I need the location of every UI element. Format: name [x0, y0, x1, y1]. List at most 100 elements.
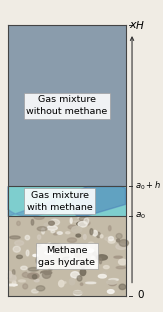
Polygon shape — [8, 187, 55, 216]
Ellipse shape — [74, 290, 82, 295]
Ellipse shape — [114, 256, 122, 258]
Ellipse shape — [53, 233, 58, 235]
Ellipse shape — [98, 275, 106, 278]
Ellipse shape — [7, 284, 17, 286]
Ellipse shape — [72, 253, 81, 258]
Ellipse shape — [72, 227, 82, 232]
Ellipse shape — [28, 273, 39, 279]
Ellipse shape — [36, 286, 45, 291]
Ellipse shape — [37, 227, 47, 231]
Text: $a_0 + h$: $a_0 + h$ — [135, 180, 161, 192]
Ellipse shape — [79, 220, 90, 226]
Ellipse shape — [59, 280, 64, 287]
Ellipse shape — [51, 230, 55, 233]
Ellipse shape — [62, 257, 73, 262]
Ellipse shape — [96, 245, 98, 250]
Ellipse shape — [50, 219, 59, 225]
Ellipse shape — [70, 246, 76, 251]
Ellipse shape — [34, 279, 39, 282]
Ellipse shape — [104, 266, 109, 269]
Ellipse shape — [17, 255, 22, 259]
Text: $a_0$: $a_0$ — [135, 211, 146, 221]
Text: $0$: $0$ — [137, 288, 145, 300]
Ellipse shape — [83, 247, 91, 249]
Ellipse shape — [51, 266, 59, 269]
Ellipse shape — [99, 258, 102, 264]
Ellipse shape — [57, 232, 62, 234]
Ellipse shape — [77, 275, 82, 281]
Text: $H$: $H$ — [135, 19, 145, 31]
Ellipse shape — [105, 237, 114, 241]
Ellipse shape — [18, 280, 25, 282]
Ellipse shape — [63, 282, 66, 283]
Ellipse shape — [96, 255, 107, 260]
Ellipse shape — [109, 279, 119, 281]
Ellipse shape — [42, 228, 44, 234]
Ellipse shape — [41, 274, 44, 278]
Ellipse shape — [96, 232, 100, 238]
Ellipse shape — [54, 261, 61, 264]
Ellipse shape — [45, 251, 53, 254]
Ellipse shape — [117, 239, 120, 242]
Ellipse shape — [44, 223, 51, 227]
Bar — [8, 25, 126, 187]
Ellipse shape — [26, 250, 29, 256]
Ellipse shape — [119, 284, 126, 290]
Ellipse shape — [108, 240, 119, 244]
Ellipse shape — [17, 221, 20, 226]
Ellipse shape — [109, 236, 113, 241]
Ellipse shape — [80, 283, 83, 285]
Ellipse shape — [44, 261, 47, 267]
Ellipse shape — [78, 215, 83, 220]
Ellipse shape — [47, 226, 57, 230]
Ellipse shape — [80, 269, 86, 275]
Text: Gas mixture
without methane: Gas mixture without methane — [26, 95, 107, 116]
Ellipse shape — [108, 240, 115, 243]
Ellipse shape — [77, 222, 87, 226]
Ellipse shape — [116, 244, 127, 249]
Ellipse shape — [119, 259, 126, 265]
Ellipse shape — [41, 271, 52, 275]
Ellipse shape — [73, 291, 83, 294]
Ellipse shape — [119, 240, 128, 246]
Ellipse shape — [70, 218, 72, 223]
Ellipse shape — [53, 245, 63, 251]
Ellipse shape — [23, 284, 28, 289]
Ellipse shape — [67, 238, 76, 242]
Text: Methane
gas hydrate: Methane gas hydrate — [38, 246, 95, 267]
Ellipse shape — [90, 256, 95, 260]
Ellipse shape — [47, 243, 52, 247]
Ellipse shape — [109, 281, 116, 286]
Ellipse shape — [83, 235, 86, 239]
Ellipse shape — [27, 269, 31, 273]
Ellipse shape — [37, 244, 40, 247]
Ellipse shape — [22, 272, 32, 278]
Ellipse shape — [37, 235, 41, 239]
Ellipse shape — [116, 233, 122, 239]
Ellipse shape — [74, 221, 84, 222]
Ellipse shape — [60, 247, 65, 251]
Ellipse shape — [37, 262, 44, 268]
Ellipse shape — [82, 259, 93, 266]
Ellipse shape — [79, 217, 87, 221]
Ellipse shape — [83, 249, 94, 252]
Ellipse shape — [48, 243, 58, 247]
Ellipse shape — [48, 263, 58, 265]
Ellipse shape — [66, 232, 70, 234]
Ellipse shape — [13, 246, 20, 252]
Polygon shape — [72, 187, 126, 216]
Ellipse shape — [31, 219, 34, 225]
Ellipse shape — [84, 218, 89, 224]
Ellipse shape — [90, 229, 93, 235]
Ellipse shape — [36, 257, 39, 264]
Ellipse shape — [8, 275, 16, 281]
Ellipse shape — [10, 236, 20, 239]
Ellipse shape — [76, 234, 81, 237]
Ellipse shape — [100, 235, 103, 238]
Ellipse shape — [12, 270, 15, 275]
Ellipse shape — [28, 267, 39, 271]
Ellipse shape — [8, 271, 12, 278]
Text: Gas mixture
with methane: Gas mixture with methane — [27, 191, 93, 212]
Ellipse shape — [42, 271, 51, 278]
Ellipse shape — [25, 235, 30, 240]
